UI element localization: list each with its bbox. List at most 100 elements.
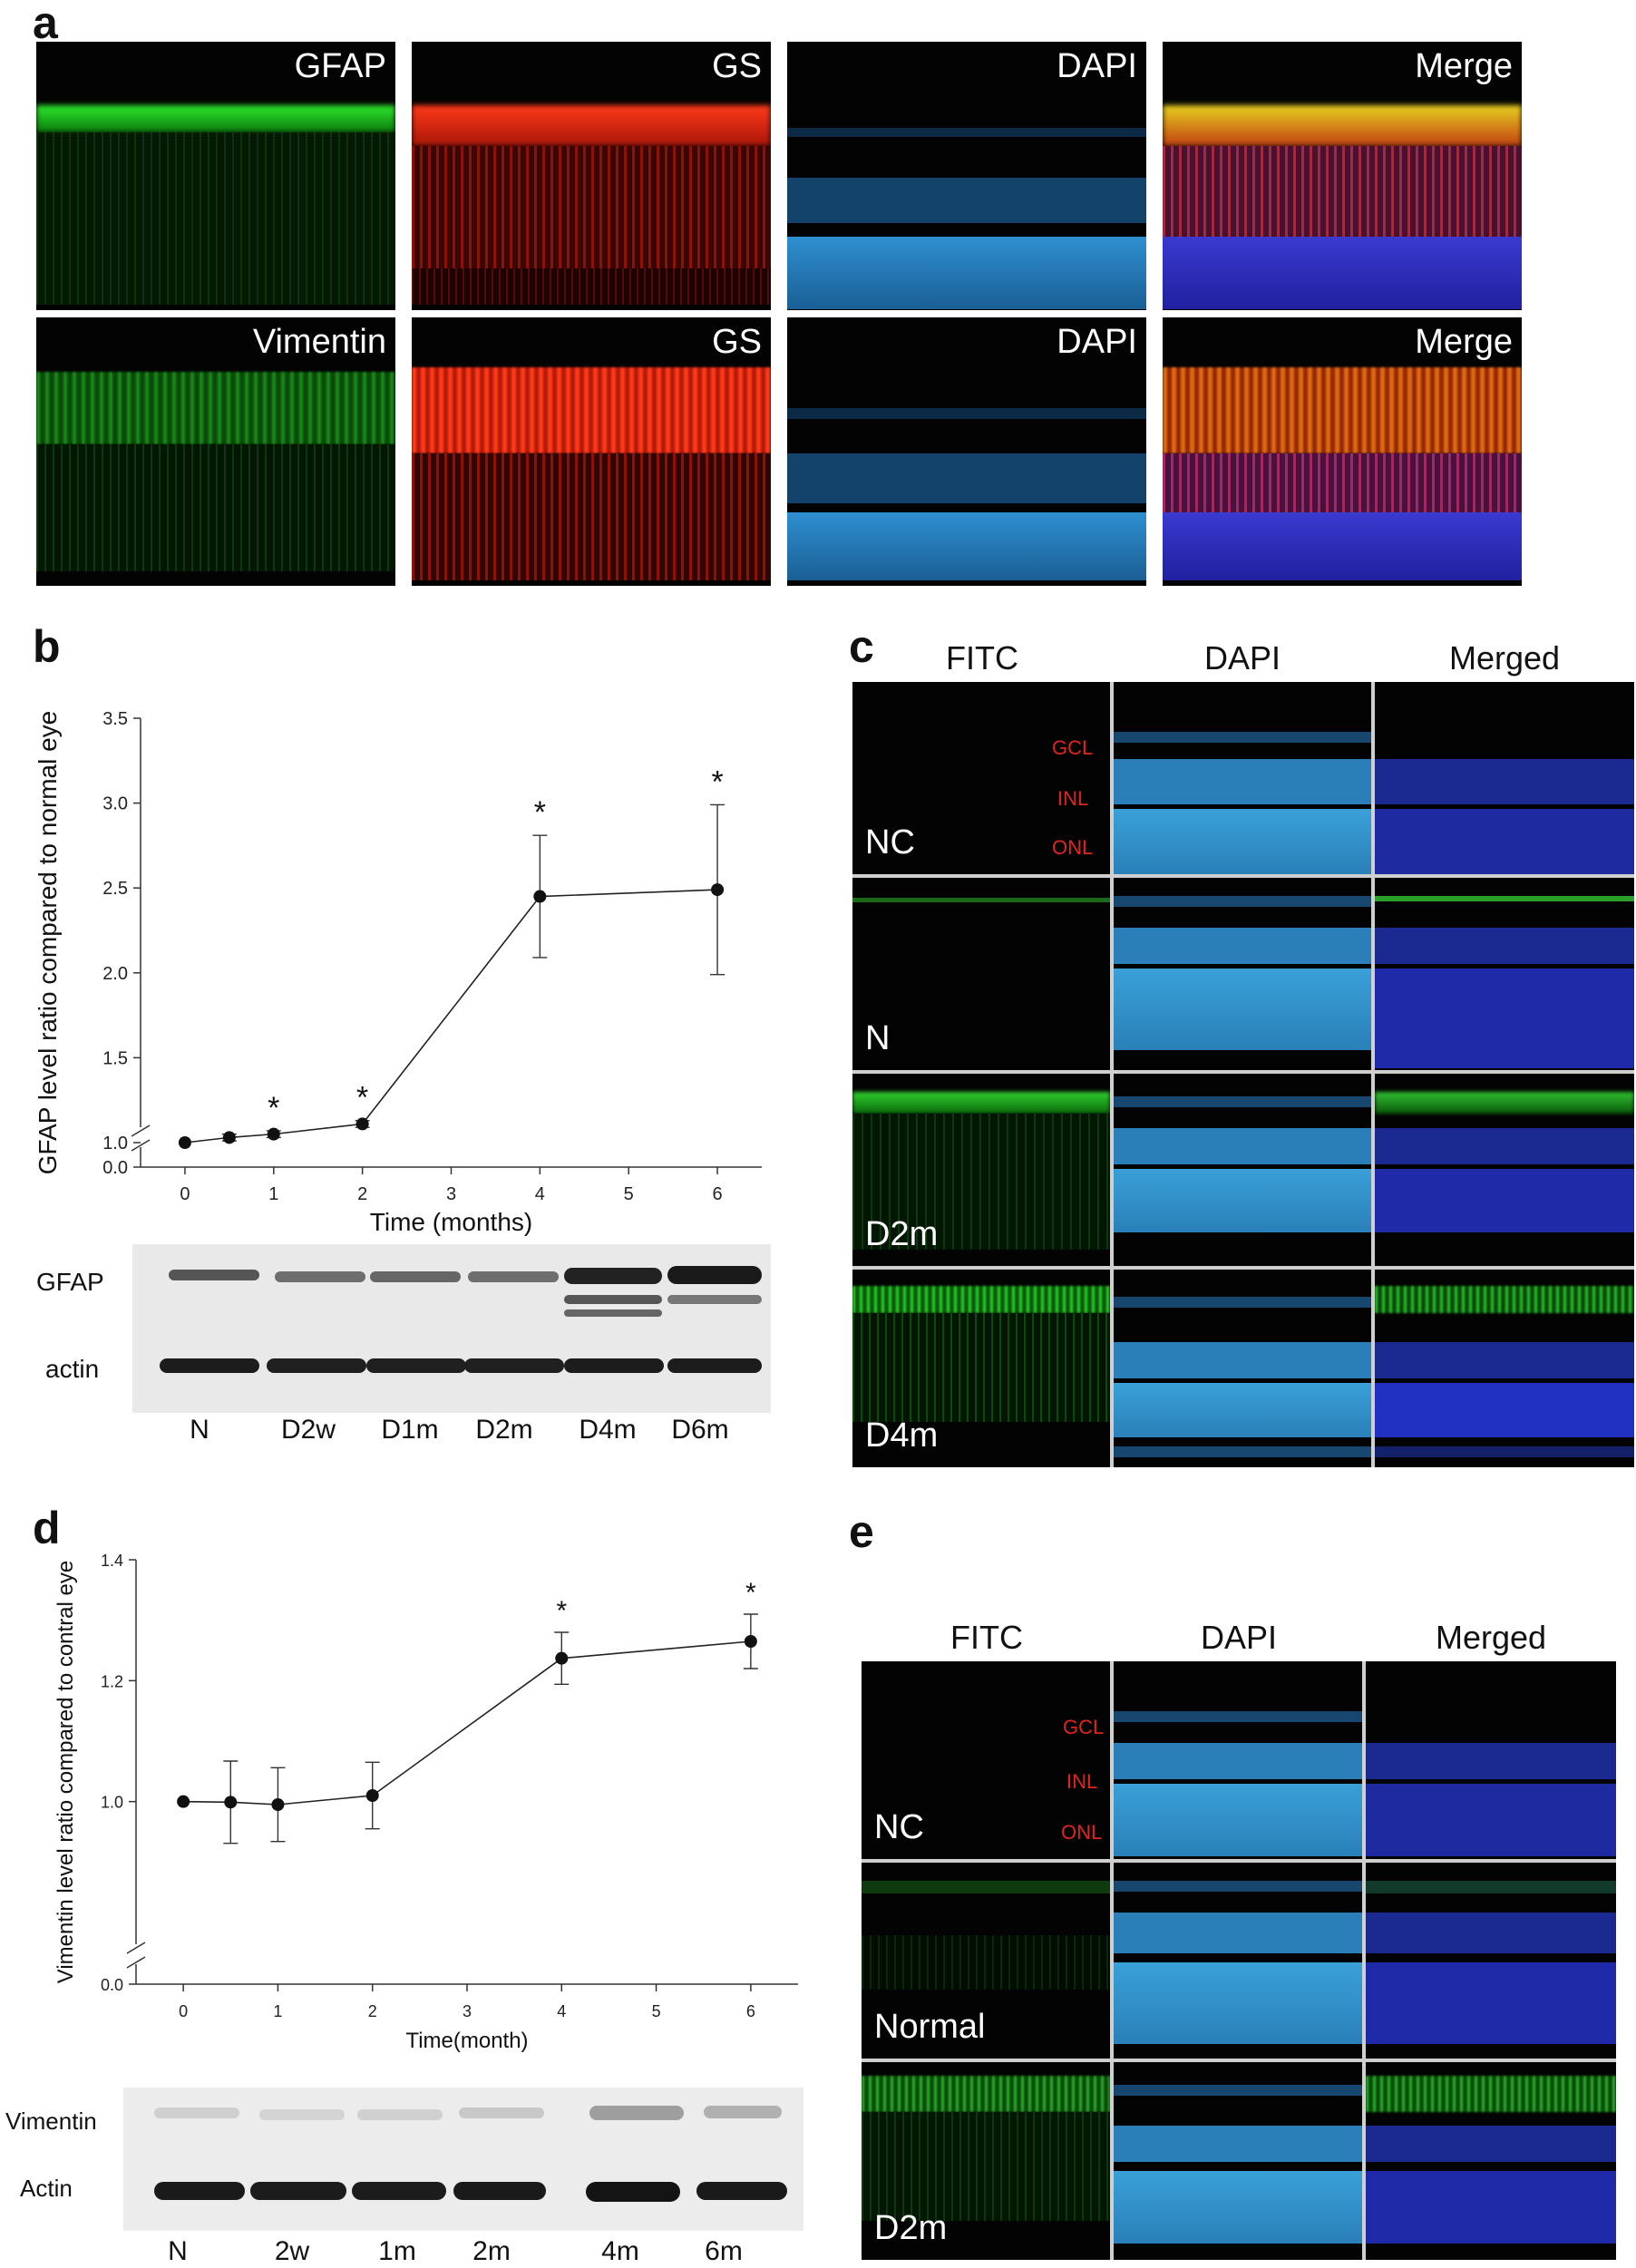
x-axis-label: Time (months) xyxy=(370,1208,532,1236)
y-axis-label: GFAP level ratio compared to normal eye xyxy=(34,711,62,1175)
blot-row-label: Vimentin xyxy=(5,2107,97,2135)
data-point xyxy=(555,1651,569,1665)
panel-b-label: b xyxy=(33,621,61,672)
channel-label: GFAP xyxy=(294,47,386,85)
y-tick-label: 1.2 xyxy=(101,1672,123,1690)
micrograph-dapi xyxy=(1114,2062,1362,2260)
gfap-western-blot xyxy=(132,1244,771,1413)
micrograph-fitc: NC GCL INL ONL xyxy=(852,682,1110,874)
x-tick-label: 4 xyxy=(557,2002,566,2020)
row-label: Normal xyxy=(874,2008,986,2046)
micrograph-dapi xyxy=(1114,1270,1371,1467)
data-point xyxy=(355,1117,369,1131)
column-header: FITC xyxy=(946,639,1018,677)
micrograph-merged xyxy=(1375,878,1634,1070)
layer-label-inl: INL xyxy=(1066,1770,1098,1793)
lane-label: 1m xyxy=(378,2236,416,2266)
lane-label: D1m xyxy=(381,1415,439,1445)
data-point xyxy=(267,1127,280,1141)
axis-break-mark xyxy=(126,1956,146,1969)
y-tick-label: 0.0 xyxy=(102,1158,128,1178)
lane-label: 4m xyxy=(601,2236,639,2266)
panel-d-label: d xyxy=(33,1503,61,1553)
micrograph-dapi xyxy=(1114,1863,1362,2059)
micrograph-merged xyxy=(1366,2062,1616,2260)
blot-row-label: actin xyxy=(45,1355,100,1383)
channel-label: Merge xyxy=(1415,323,1513,361)
micrograph-dapi: DAPI xyxy=(787,317,1146,586)
micrograph-merged xyxy=(1375,1270,1634,1467)
significance-marker: * xyxy=(268,1091,279,1125)
layer-label-gcl: GCL xyxy=(1052,736,1094,759)
micrograph-dapi: DAPI xyxy=(787,42,1146,310)
data-point xyxy=(177,1795,190,1808)
channel-label: DAPI xyxy=(1057,323,1137,361)
layer-label-onl: ONL xyxy=(1052,836,1094,859)
micrograph-dapi xyxy=(1114,1661,1362,1859)
column-header: DAPI xyxy=(1200,1619,1278,1656)
channel-label: DAPI xyxy=(1057,47,1137,85)
micrograph-merge: Merge xyxy=(1163,317,1522,586)
micrograph-fitc: D2m xyxy=(852,1074,1110,1266)
y-tick-label: 1.4 xyxy=(101,1552,123,1570)
micrograph-gs: GS xyxy=(412,317,771,586)
micrograph-merged xyxy=(1366,1661,1616,1859)
micrograph-merged xyxy=(1366,1863,1616,2059)
layer-label-onl: ONL xyxy=(1061,1821,1103,1844)
column-header: FITC xyxy=(950,1619,1023,1656)
data-point xyxy=(365,1789,379,1802)
y-tick-label: 3.0 xyxy=(102,794,128,814)
blot-row-label: GFAP xyxy=(36,1268,104,1296)
x-tick-label: 3 xyxy=(446,1184,456,1204)
x-tick-label: 5 xyxy=(652,2002,661,2020)
series-line xyxy=(184,889,718,1144)
gfap-line-chart: 0.0 1.0 1.5 2.0 2.5 3.0 3.5 0 1 2 3 4 5 6 Time (months… xyxy=(34,709,762,1236)
row-label: D2m xyxy=(874,2209,948,2247)
y-tick-label: 0.0 xyxy=(101,1976,123,1994)
y-tick-label: 1.0 xyxy=(101,1794,123,1812)
y-axis-label: Vimentin level ratio compared to contral… xyxy=(54,1561,78,1983)
lane-label: D6m xyxy=(671,1415,729,1445)
micrograph-merge: Merge xyxy=(1163,42,1522,310)
lane-label: N xyxy=(168,2236,188,2266)
series-line xyxy=(183,1640,751,1806)
y-tick-label: 1.0 xyxy=(102,1134,128,1153)
micrograph-fitc: NC GCL INL ONL xyxy=(862,1661,1110,1859)
row-label: D4m xyxy=(865,1416,939,1455)
y-tick-label: 1.5 xyxy=(102,1048,128,1068)
vimentin-western-blot xyxy=(123,2088,803,2231)
y-tick-label: 3.5 xyxy=(102,709,128,729)
micrograph-fitc: D4m xyxy=(852,1270,1110,1467)
row-label: NC xyxy=(874,1808,924,1846)
lane-label: D2m xyxy=(475,1415,533,1445)
layer-label-gcl: GCL xyxy=(1063,1716,1105,1738)
significance-marker: * xyxy=(356,1081,368,1115)
lane-label: D4m xyxy=(579,1415,637,1445)
panel-e-grid: NC GCL INL ONL Normal D2m xyxy=(862,1661,1616,2260)
micrograph-merged xyxy=(1375,1074,1634,1266)
channel-label: Merge xyxy=(1415,47,1513,85)
micrograph-merged xyxy=(1375,682,1634,874)
data-point xyxy=(533,890,547,903)
x-tick-label: 1 xyxy=(273,2002,282,2020)
x-tick-label: 4 xyxy=(535,1184,545,1204)
significance-marker: * xyxy=(745,1578,756,1608)
data-point xyxy=(271,1798,285,1811)
lane-label: 6m xyxy=(705,2236,743,2266)
x-tick-label: 2 xyxy=(357,1184,367,1204)
x-axis-label: Time(month) xyxy=(405,2029,528,2053)
x-tick-label: 1 xyxy=(268,1184,278,1204)
lane-label: N xyxy=(190,1415,209,1445)
micrograph-fitc: N xyxy=(852,878,1110,1070)
micrograph-fitc: D2m xyxy=(862,2062,1110,2260)
column-header: Merged xyxy=(1435,1619,1547,1656)
blot-row-label: Actin xyxy=(20,2175,73,2202)
channel-label: Vimentin xyxy=(252,323,386,361)
column-header: Merged xyxy=(1448,639,1561,677)
x-tick-label: 5 xyxy=(624,1184,634,1204)
micrograph-dapi xyxy=(1114,682,1371,874)
data-point xyxy=(711,883,725,897)
vimentin-line-chart: 0.0 1.0 1.2 1.4 0 1 2 3 4 5 6 Time(month) Vimentin l… xyxy=(54,1552,798,2053)
column-header: DAPI xyxy=(1203,639,1281,677)
lane-label: 2w xyxy=(274,2236,310,2266)
